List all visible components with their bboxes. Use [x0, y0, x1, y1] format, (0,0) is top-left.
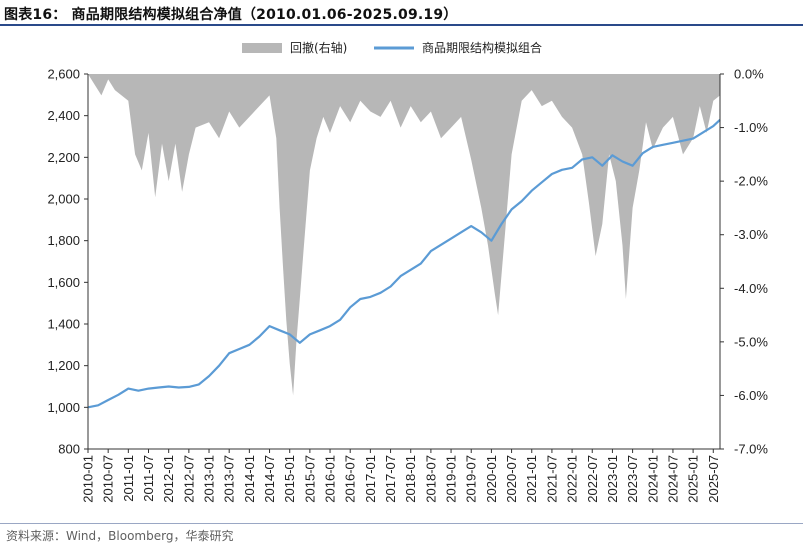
x-tick-label: 2024-01 [645, 455, 660, 503]
source-note: 资料来源：Wind，Bloomberg，华泰研究 [6, 529, 234, 543]
x-tick-label: 2024-07 [665, 455, 680, 503]
x-tick-label: 2025-07 [706, 455, 721, 503]
x-tick-label: 2019-07 [464, 455, 479, 503]
x-tick-label: 2011-07 [141, 455, 156, 502]
y-left-tick-label: 2,400 [47, 108, 80, 123]
y-left-tick-label: 2,000 [47, 192, 80, 207]
legend-label-nav: 商品期限结构模拟组合 [422, 40, 542, 55]
y-right-tick-label: -6.0% [734, 388, 768, 403]
x-tick-label: 2023-07 [625, 455, 640, 503]
plot-area [87, 74, 721, 409]
y-right-tick-label: -2.0% [734, 174, 768, 189]
y-right-tick-label: -5.0% [734, 334, 768, 349]
y-right-tick-label: -1.0% [734, 120, 768, 135]
x-tick-label: 2022-07 [585, 455, 600, 503]
title-divider [0, 24, 803, 26]
chart: 回撤(右轴) 商品期限结构模拟组合 800 1,000 1,200 1,400 1,60… [47, 40, 768, 503]
x-tick-label: 2025-01 [686, 455, 701, 503]
x-tick-label: 2021-01 [524, 455, 539, 503]
x-tick-label: 2014-01 [242, 455, 257, 503]
x-tick-label: 2013-07 [222, 455, 237, 503]
x-tick-label: 2010-01 [81, 455, 96, 503]
x-tick-label: 2018-01 [403, 455, 418, 503]
series-drawdown-area [88, 74, 720, 396]
x-tick-label: 2022-01 [565, 455, 580, 503]
y-right-tick-label: -4.0% [734, 281, 768, 296]
series-nav-line [87, 118, 721, 409]
x-tick-label: 2015-07 [302, 455, 317, 503]
x-tick-label: 2023-01 [605, 455, 620, 503]
figure-title: 图表16： 商品期限结构模拟组合净值（2010.01.06-2025.09.19… [4, 7, 458, 23]
x-tick-label: 2020-07 [504, 455, 519, 503]
y-left-tick-label: 1,000 [47, 400, 80, 415]
source-divider [0, 523, 803, 524]
y-left-tick-label: 1,600 [47, 275, 80, 290]
y-left-tick-label: 1,200 [47, 358, 80, 373]
x-tick-label: 2010-07 [101, 455, 116, 503]
x-tick-label: 2016-07 [343, 455, 358, 503]
x-tick-label: 2015-01 [282, 455, 297, 503]
x-tick-label: 2018-07 [423, 455, 438, 503]
x-tick-label: 2020-01 [484, 455, 499, 503]
legend: 回撤(右轴) 商品期限结构模拟组合 [242, 40, 542, 55]
x-tick-label: 2012-01 [161, 455, 176, 503]
y-left-tick-label: 1,400 [47, 317, 80, 332]
legend-swatch-drawdown [242, 43, 282, 53]
x-tick-label: 2012-07 [181, 455, 196, 503]
x-tick-label: 2016-01 [323, 455, 338, 503]
axes: 800 1,000 1,200 1,400 1,600 1,800 2,000 2,200 2,… [47, 67, 768, 503]
x-tick-label: 2013-01 [202, 455, 217, 503]
y-right-tick-label: 0.0% [734, 67, 764, 82]
x-tick-label: 2019-01 [444, 455, 459, 503]
y-right-tick-label: -7.0% [734, 442, 768, 457]
x-tick-label: 2017-07 [383, 455, 398, 503]
x-tick-label: 2021-07 [544, 455, 559, 503]
y-left-tick-label: 2,200 [47, 150, 80, 165]
x-tick-label: 2014-07 [262, 455, 277, 503]
legend-label-drawdown: 回撤(右轴) [290, 40, 347, 55]
y-right-tick-label: -3.0% [734, 227, 768, 242]
x-tick-label: 2011-01 [121, 455, 136, 502]
y-left-tick-label: 1,800 [47, 233, 80, 248]
y-left-tick-label: 800 [58, 442, 80, 457]
x-tick-label: 2017-01 [363, 455, 378, 503]
y-left-tick-label: 2,600 [47, 67, 80, 82]
